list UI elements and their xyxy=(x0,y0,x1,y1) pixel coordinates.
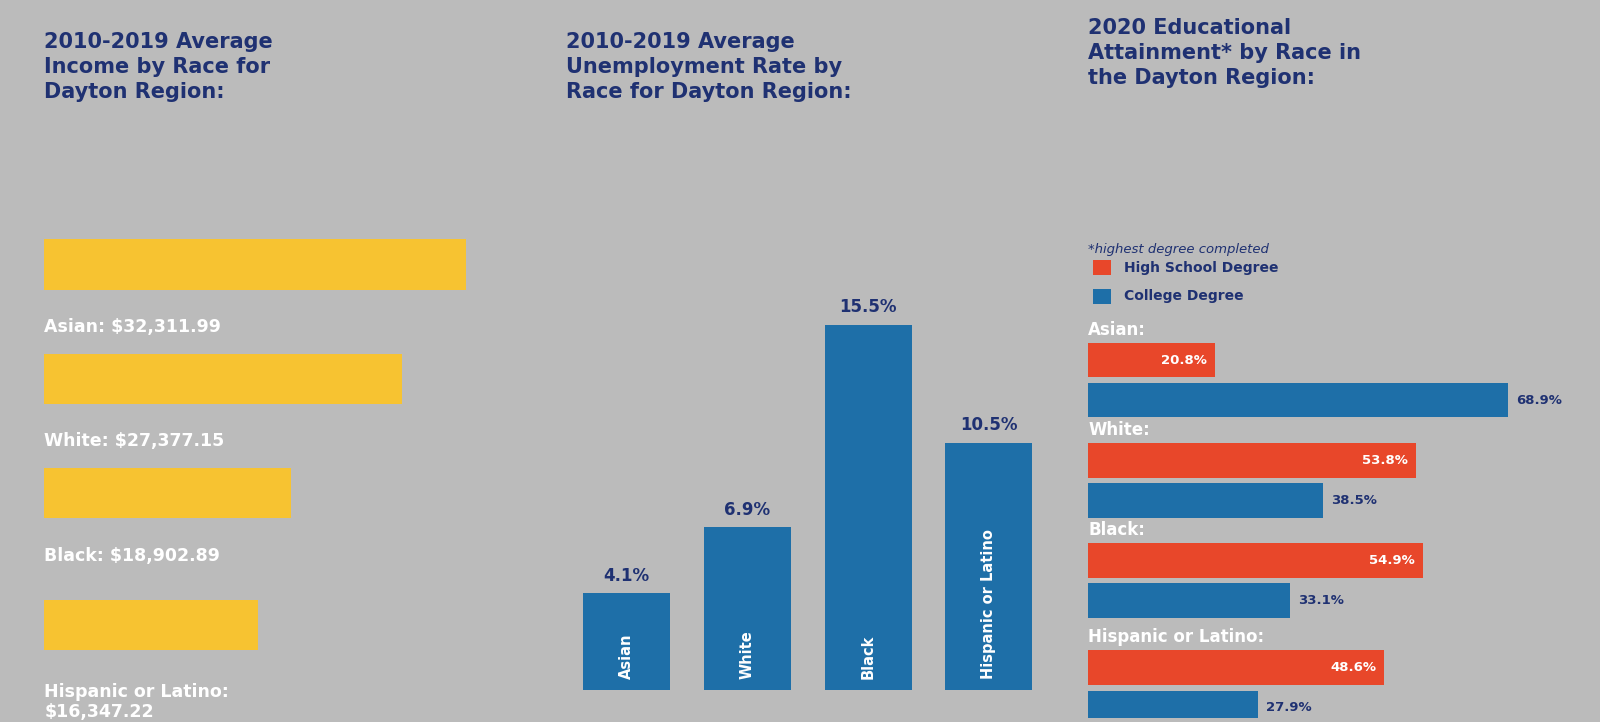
FancyBboxPatch shape xyxy=(45,354,402,404)
FancyBboxPatch shape xyxy=(1088,483,1323,518)
Text: 2010-2019 Average
Unemployment Rate by
Race for Dayton Region:: 2010-2019 Average Unemployment Rate by R… xyxy=(566,32,851,102)
Text: Hispanic or Latino: Hispanic or Latino xyxy=(981,529,997,679)
FancyBboxPatch shape xyxy=(824,325,912,690)
Text: Black: Black xyxy=(861,635,875,679)
Text: 6.9%: 6.9% xyxy=(725,501,771,518)
FancyBboxPatch shape xyxy=(1088,690,1258,722)
Text: 4.1%: 4.1% xyxy=(603,567,650,585)
FancyBboxPatch shape xyxy=(704,527,790,690)
Text: *highest degree completed: *highest degree completed xyxy=(1088,243,1269,256)
FancyBboxPatch shape xyxy=(45,468,291,518)
Text: College Degree: College Degree xyxy=(1125,290,1245,303)
FancyBboxPatch shape xyxy=(1088,651,1384,684)
Text: 2020 Educational
Attainment* by Race in
the Dayton Region:: 2020 Educational Attainment* by Race in … xyxy=(1088,18,1362,87)
FancyBboxPatch shape xyxy=(1093,260,1112,275)
Text: 15.5%: 15.5% xyxy=(840,298,898,316)
Text: Asian: $32,311.99: Asian: $32,311.99 xyxy=(45,318,221,336)
Text: Asian: Asian xyxy=(619,634,634,679)
FancyBboxPatch shape xyxy=(45,601,258,651)
Text: 68.9%: 68.9% xyxy=(1515,393,1562,406)
FancyBboxPatch shape xyxy=(45,240,466,290)
Text: Asian:: Asian: xyxy=(1088,321,1146,339)
Text: 10.5%: 10.5% xyxy=(960,416,1018,434)
Text: Hispanic or Latino:: Hispanic or Latino: xyxy=(1088,628,1264,646)
FancyBboxPatch shape xyxy=(1088,383,1509,417)
Text: 20.8%: 20.8% xyxy=(1162,354,1206,367)
FancyBboxPatch shape xyxy=(582,593,670,690)
Text: White:: White: xyxy=(1088,421,1150,439)
FancyBboxPatch shape xyxy=(1088,583,1290,617)
Text: White: White xyxy=(739,630,755,679)
FancyBboxPatch shape xyxy=(1088,443,1416,477)
FancyBboxPatch shape xyxy=(946,443,1032,690)
Text: Black: $18,902.89: Black: $18,902.89 xyxy=(45,547,221,565)
FancyBboxPatch shape xyxy=(1088,543,1422,578)
Text: 27.9%: 27.9% xyxy=(1266,701,1312,714)
Text: 33.1%: 33.1% xyxy=(1298,594,1344,607)
FancyBboxPatch shape xyxy=(1088,343,1214,378)
Text: Hispanic or Latino:
$16,347.22: Hispanic or Latino: $16,347.22 xyxy=(45,683,229,721)
Text: Black:: Black: xyxy=(1088,521,1146,539)
FancyBboxPatch shape xyxy=(1093,289,1112,304)
Text: 48.6%: 48.6% xyxy=(1331,661,1376,674)
Text: White: $27,377.15: White: $27,377.15 xyxy=(45,432,224,451)
Text: 2010-2019 Average
Income by Race for
Dayton Region:: 2010-2019 Average Income by Race for Day… xyxy=(45,32,274,102)
Text: 38.5%: 38.5% xyxy=(1331,494,1376,507)
Text: 53.8%: 53.8% xyxy=(1362,454,1408,467)
Text: 54.9%: 54.9% xyxy=(1370,554,1414,567)
Text: High School Degree: High School Degree xyxy=(1125,261,1278,275)
